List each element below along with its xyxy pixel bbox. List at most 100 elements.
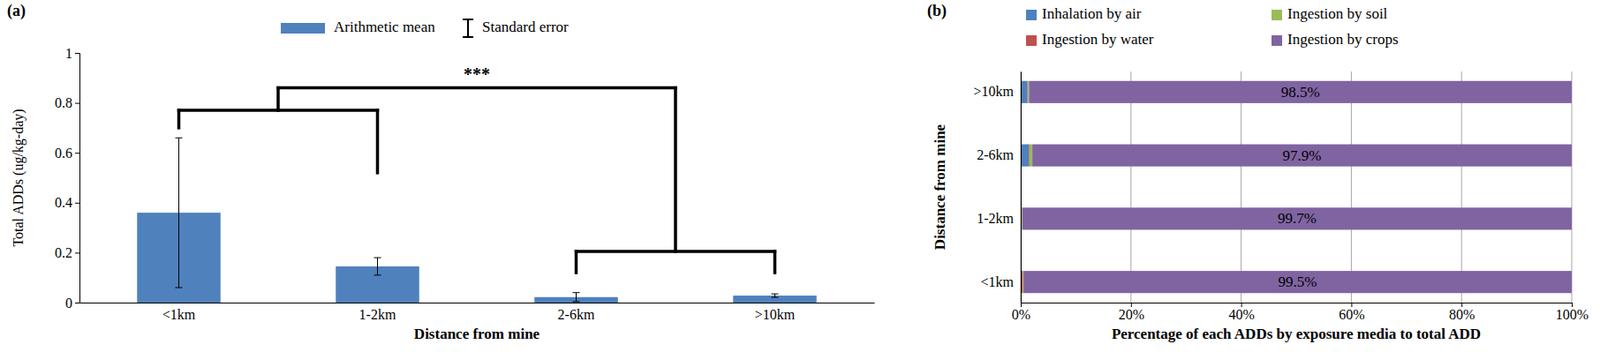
tick-label: 1 [65,45,73,61]
legend: Inhalation by airIngestion by waterInges… [1026,5,1399,48]
error-cap [175,287,183,289]
tick-label: 0.4 [54,195,73,211]
tick-label: 80% [1449,307,1475,323]
tick: 0.4 [54,195,80,211]
tick-mark [75,203,80,204]
legend-error-stem [467,19,469,38]
bar-segment [1027,81,1029,104]
error-cap [175,137,183,139]
tick-mark [75,302,80,304]
tick-label: <1km [981,274,1015,290]
grid-line [1020,71,1022,303]
y-axis-title: Distance from mine [931,123,949,250]
grid [1020,71,1572,303]
tick-mark [1350,302,1352,308]
bar-segment [1020,81,1027,104]
tick-mark [1241,302,1243,308]
panel-a: 00.20.40.60.81<1km1-2km2-6km>10kmDistanc… [7,1,876,343]
tick-label: 60% [1338,307,1365,323]
tick-mark [1571,302,1573,308]
data-labels: 99.5%99.7%97.9%98.5% [1277,83,1322,291]
bar-segment [1028,81,1572,104]
tick-label: 1-2km [359,307,397,323]
tick-label: 2-6km [558,307,596,323]
legend-label: Arithmetic mean [333,18,436,36]
axis: <1km 1-2km 2-6km >10km [80,303,876,324]
tick-label: >10km [754,307,796,323]
tick: 1-2km [976,211,1014,227]
legend-swatch [1271,35,1283,46]
tick: 0.6 [54,145,80,161]
tick-label: <1km [162,307,197,323]
axis-line [80,302,876,304]
axis-line [75,53,81,304]
bar-segment [1026,81,1029,104]
tick-mark [1131,302,1133,308]
legend-error-cap [462,18,474,21]
bracket-line [574,251,579,273]
legend-label: Ingestion by water [1041,30,1155,48]
tick-label: 0% [1011,307,1031,323]
tick-label: 100% [1555,307,1589,323]
error-cap [771,297,779,299]
bracket-line [673,88,678,252]
tick-mark [1020,302,1022,308]
tick-label: 0.6 [54,145,73,161]
chart-svg: 0 0.2 0.4 0.6 0.8 1 <1km 1-2km 2-6km >10km Distanc… [0,0,1600,352]
tick: 0% [1011,302,1031,323]
annotation: *** [463,64,491,84]
legend-label: Standard error [482,18,569,36]
bar-segment [1022,207,1572,230]
bracket-line [773,251,778,273]
tick: 40% [1228,302,1254,323]
axis-line [1020,72,1022,304]
error-cap [771,294,779,295]
tick: >10km [754,307,796,323]
tick: 100% [1555,302,1589,323]
axis-line [1021,303,1573,309]
data-label: 98.5% [1281,83,1321,101]
tick: 80% [1449,302,1475,323]
tick-label: 0.2 [54,245,73,261]
axis: 0% 20% 40% 60% 80% 100% [1011,302,1589,323]
grid-line [1240,71,1242,303]
tick: 0 [65,295,80,311]
tick-label: 20% [1118,307,1145,323]
legend-swatch [280,22,325,34]
tick: <1km [981,274,1015,290]
error-cap [573,301,581,302]
grid-line [1350,71,1352,303]
legend-swatch [1271,9,1283,21]
error-stem [377,257,378,276]
grid-line [1461,71,1463,303]
tick-label: 1-2km [976,211,1014,227]
tick: 2-6km [976,147,1014,163]
bracket-line [376,110,380,174]
significance-bracket [179,88,776,273]
tick-mark [1461,302,1463,308]
bracket-line [278,86,676,91]
legend-label: Ingestion by soil [1287,5,1389,23]
tick: 0.8 [54,95,80,111]
error-stem [575,293,577,302]
tick: 20% [1118,302,1145,323]
data-label: 99.7% [1277,210,1317,227]
tick: 2-6km [558,307,596,323]
legend-label: Ingestion by crops [1287,30,1399,48]
tick: 1-2km [359,307,397,323]
chart-root: 0 0.2 0.4 0.6 0.8 1 <1km 1-2km 2-6km >10km Distanc… [0,0,1600,352]
tick-label: 40% [1228,307,1254,323]
error-cap [374,274,382,276]
panel-title: (b) [927,1,947,21]
axis: <1km 1-2km 2-6km >10km [973,72,1022,304]
tick-mark [75,152,80,154]
data-label: 97.9% [1283,147,1322,165]
legend: Arithmetic mean Standard error [280,18,569,38]
bracket-line [177,110,182,129]
tick-label: 0.8 [54,95,73,111]
grid-line [1571,71,1573,303]
tick-label: >10km [973,83,1015,99]
bar-segment [1020,144,1029,167]
bracket-line [276,88,280,111]
panel-b: 99.5%99.7%97.9%98.5%0%20%40%60%80%100%<1… [927,1,1589,343]
